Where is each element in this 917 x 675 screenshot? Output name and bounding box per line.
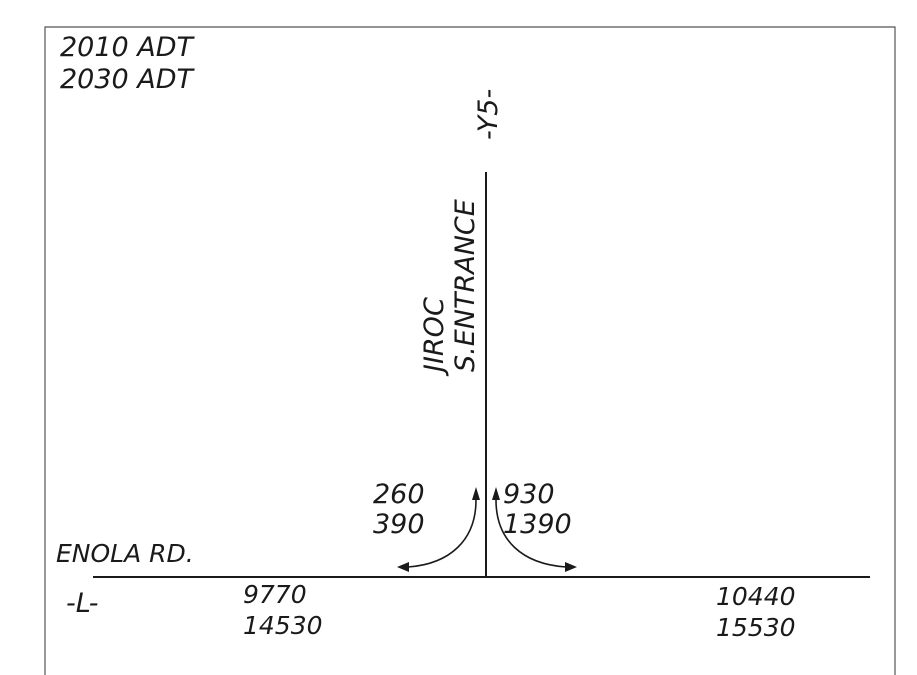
drawing-frame	[44, 26, 896, 675]
side-road-name-s-entrance: S.ENTRANCE	[450, 199, 481, 372]
west-segment-2030-adt: 14530	[243, 611, 323, 640]
main-road-name: ENOLA RD.	[56, 539, 194, 568]
right-turn-arrow	[492, 487, 577, 572]
legend-2030-adt: 2030 ADT	[60, 64, 196, 95]
side-road-name-jiroc: JIROC	[419, 297, 450, 377]
legend-2010-adt: 2010 ADT	[60, 32, 196, 63]
west-segment-2010-adt: 9770	[243, 580, 307, 609]
east-segment-2010-adt: 10440	[716, 582, 796, 611]
east-segment-2030-adt: 15530	[716, 613, 796, 642]
right-turn-2010-adt: 930	[503, 479, 555, 510]
left-turn-2030-adt: 390	[373, 509, 425, 540]
left-turn-2010-adt: 260	[373, 479, 425, 510]
left-turn-arrow	[397, 487, 480, 572]
side-road-designation: -Y5-	[473, 89, 504, 140]
right-turn-2030-adt: 1390	[503, 509, 572, 540]
main-road-designation: -L-	[66, 588, 98, 619]
